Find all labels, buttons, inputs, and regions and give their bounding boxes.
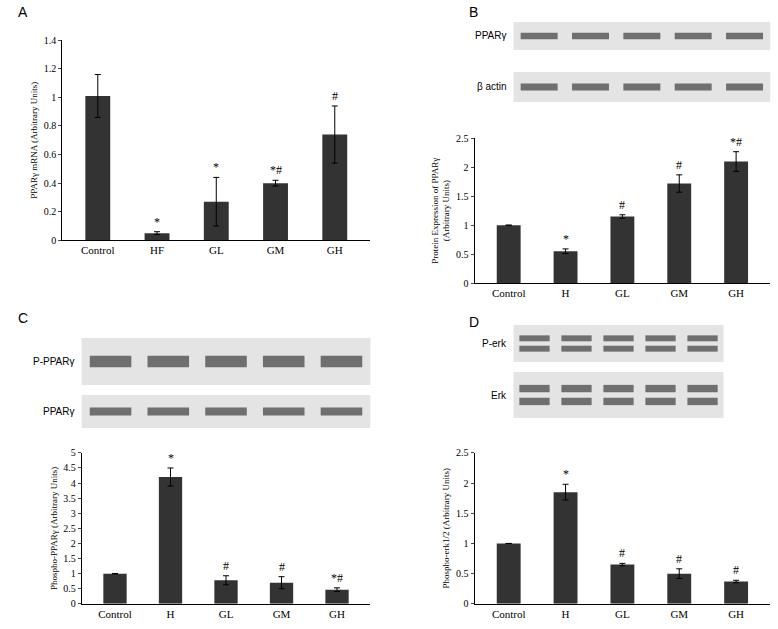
svg-text:*: * (563, 467, 569, 481)
svg-text:1.4: 1.4 (44, 35, 57, 46)
svg-text:0.4: 0.4 (44, 178, 57, 189)
svg-text:2: 2 (464, 478, 469, 489)
svg-text:1: 1 (464, 538, 469, 549)
svg-text:GM: GM (670, 608, 688, 620)
svg-text:GH: GH (327, 244, 343, 256)
svg-text:0: 0 (464, 598, 469, 609)
svg-text:*: * (563, 232, 569, 246)
svg-text:P-erk: P-erk (482, 338, 507, 349)
svg-text:GM: GM (267, 244, 285, 256)
svg-text:*: * (213, 160, 219, 174)
svg-text:C: C (18, 310, 28, 326)
svg-text:GH: GH (728, 608, 744, 620)
svg-text:B: B (469, 4, 478, 20)
svg-text:A: A (18, 4, 28, 20)
svg-text:0: 0 (464, 278, 469, 289)
svg-text:1: 1 (464, 220, 469, 231)
svg-text:GL: GL (219, 608, 234, 620)
svg-text:#: # (223, 559, 229, 573)
svg-text:0.2: 0.2 (44, 206, 57, 217)
svg-text:*: * (154, 215, 160, 229)
svg-text:β actin: β actin (477, 81, 507, 92)
svg-text:GM: GM (670, 287, 688, 299)
svg-text:0.8: 0.8 (44, 120, 57, 131)
svg-text:1.2: 1.2 (44, 63, 57, 74)
svg-text:HF: HF (150, 244, 164, 256)
svg-text:H: H (167, 608, 175, 620)
svg-text:4: 4 (71, 478, 76, 489)
svg-text:H: H (562, 608, 570, 620)
svg-text:*#: *# (730, 135, 742, 149)
svg-text:1: 1 (51, 92, 56, 103)
svg-text:#: # (619, 198, 625, 212)
svg-text:3: 3 (71, 508, 76, 519)
svg-text:P-PPARγ: P-PPARγ (33, 356, 75, 367)
svg-text:*#: *# (331, 571, 343, 585)
svg-text:0.5: 0.5 (456, 249, 469, 260)
svg-text:0.6: 0.6 (44, 149, 57, 160)
svg-text:H: H (562, 287, 570, 299)
svg-text:2: 2 (71, 538, 76, 549)
svg-text:3.5: 3.5 (63, 493, 76, 504)
svg-text:PPARγ mRNA (Arbitrary Units): PPARγ mRNA (Arbitrary Units) (29, 82, 39, 199)
svg-text:2.5: 2.5 (456, 447, 469, 458)
svg-text:Control: Control (81, 244, 115, 256)
svg-text:Control: Control (98, 608, 132, 620)
svg-text:GL: GL (615, 287, 630, 299)
svg-text:2.5: 2.5 (63, 523, 76, 534)
svg-text:0: 0 (71, 598, 76, 609)
svg-text:GM: GM (273, 608, 291, 620)
svg-text:#: # (619, 546, 625, 560)
svg-text:5: 5 (71, 447, 76, 458)
svg-text:GH: GH (728, 287, 744, 299)
svg-text:2: 2 (464, 162, 469, 173)
svg-text:PPARγ: PPARγ (43, 406, 75, 417)
svg-text:#: # (733, 563, 739, 577)
svg-text:#: # (279, 560, 285, 574)
svg-text:1.5: 1.5 (456, 508, 469, 519)
svg-text:Phospho-PPARγ (Arbitrary Units: Phospho-PPARγ (Arbitrary Units) (49, 467, 59, 590)
svg-text:GL: GL (615, 608, 630, 620)
svg-text:1: 1 (71, 568, 76, 579)
svg-text:Control: Control (492, 287, 526, 299)
svg-text:0.5: 0.5 (63, 583, 76, 594)
svg-text:4.5: 4.5 (63, 462, 76, 473)
svg-text:GH: GH (329, 608, 345, 620)
svg-text:Control: Control (492, 608, 526, 620)
svg-text:*#: *# (270, 163, 282, 177)
svg-text:Erk: Erk (491, 390, 507, 401)
svg-text:GL: GL (209, 244, 224, 256)
svg-text:1.5: 1.5 (63, 553, 76, 564)
svg-text:1.5: 1.5 (456, 191, 469, 202)
svg-text:#: # (676, 158, 682, 172)
svg-text:PPARγ: PPARγ (475, 30, 507, 41)
svg-text:0: 0 (51, 235, 56, 246)
svg-text:Protein Expression of PPARγ(Ar: Protein Expression of PPARγ(Arbitrary Un… (430, 158, 452, 264)
svg-text:#: # (676, 552, 682, 566)
svg-text:*: * (168, 451, 174, 465)
svg-text:2.5: 2.5 (456, 133, 469, 144)
svg-text:D: D (469, 314, 479, 330)
svg-text:0.5: 0.5 (456, 568, 469, 579)
svg-text:#: # (332, 89, 338, 103)
svg-text:Phospho-erk1/2 (Arbitrary Unit: Phospho-erk1/2 (Arbitrary Units) (441, 468, 451, 588)
